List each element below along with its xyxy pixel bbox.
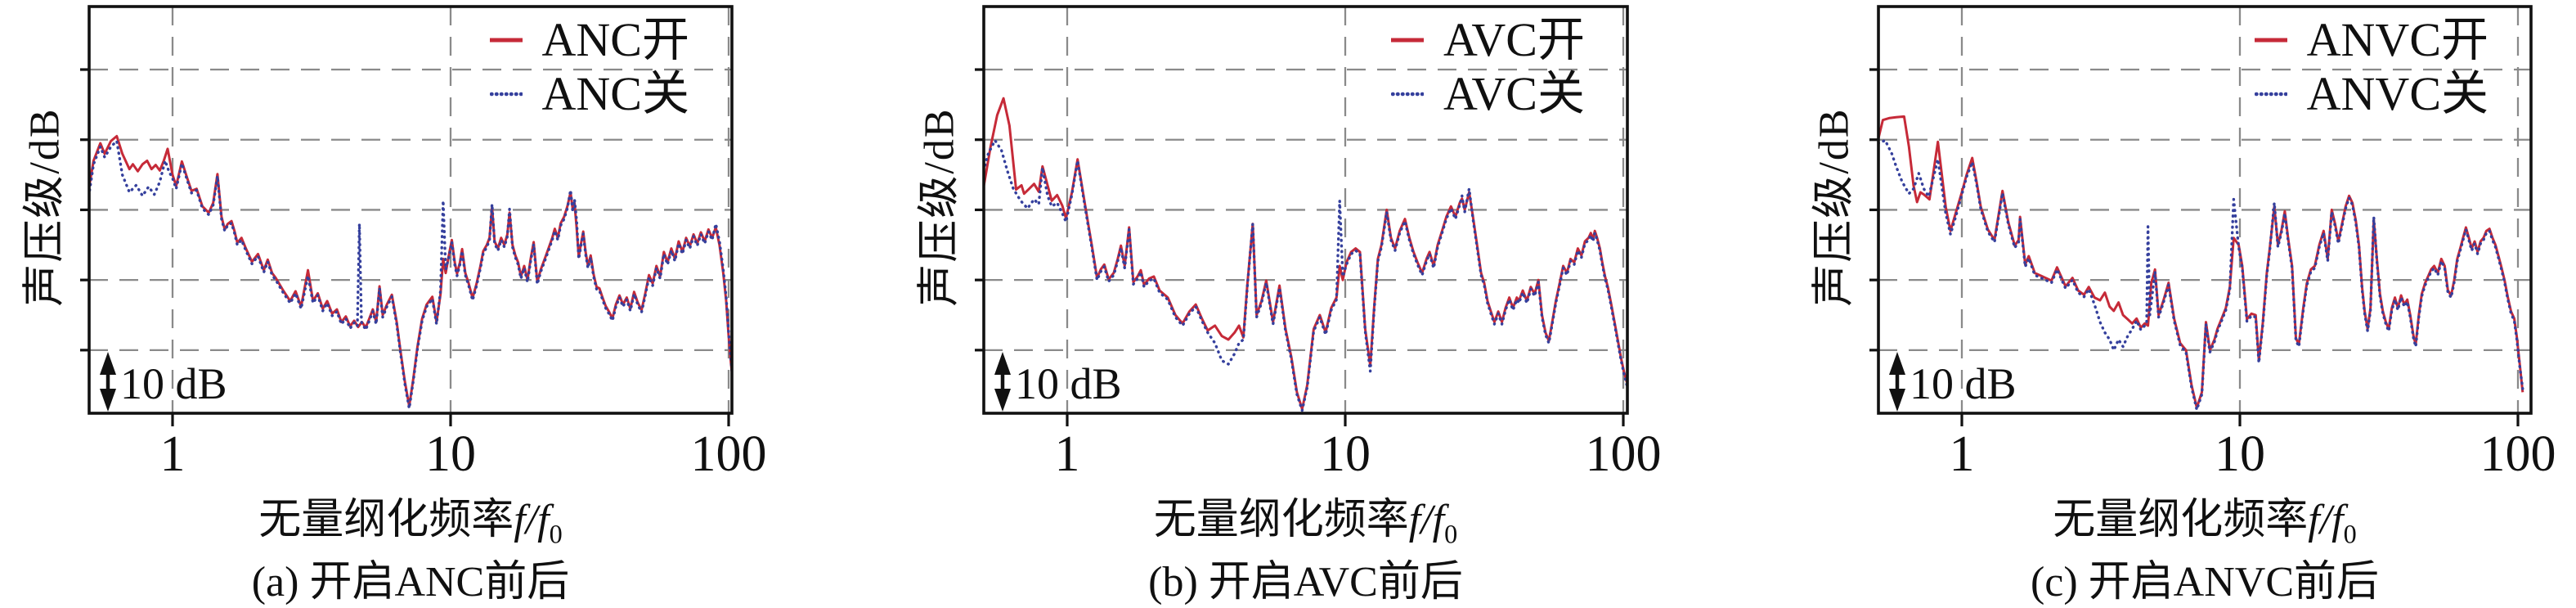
x-tick-label: 1 (159, 426, 186, 482)
legend-c: ANVC开 ANVC关 (2254, 13, 2488, 120)
scale-annotation: 10 dB (1015, 359, 1122, 408)
x-axis-label: 无量纲化频率f/f0 (258, 497, 563, 549)
legend-line-solid-icon (489, 38, 523, 43)
legend-item-anc-on: ANC开 (489, 13, 689, 66)
y-axis-label: 声压级/dB (21, 107, 69, 307)
panel-caption: (c) 开启ANVC前后 (2030, 559, 2380, 606)
arrow-up-icon (100, 352, 116, 375)
panel-c: 声压级/dB ANVC开 ANVC关 10 dB 无量纲化频率f/f0 (c) … (1717, 0, 2576, 606)
x-tick-label: 10 (1320, 426, 1371, 482)
legend-item-avc-on: AVC开 (1391, 15, 1585, 65)
legend-line-dotted-icon (1391, 92, 1425, 97)
arrow-down-icon (994, 389, 1011, 412)
x-tick-label: 1 (1949, 426, 1975, 482)
arrow-up-icon (994, 352, 1011, 375)
plot-area-a (80, 5, 734, 426)
x-tick-label: 100 (2480, 426, 2556, 482)
legend-item-anvc-on: ANVC开 (2254, 13, 2488, 66)
scale-annotation: 10 dB (1910, 359, 2017, 408)
x-tick-label: 100 (1585, 426, 1662, 482)
legend-item-avc-off: AVC关 (1391, 69, 1585, 119)
legend-line-dotted-icon (2254, 92, 2287, 97)
legend-line-solid-icon (1391, 38, 1425, 43)
legend-label-on: AVC开 (1443, 13, 1585, 66)
panel-caption: (b) 开启AVC前后 (1148, 559, 1463, 606)
y-axis-label: 声压级/dB (1811, 107, 1858, 307)
plot-area-b (975, 5, 1629, 426)
y-axis-label: 声压级/dB (916, 107, 963, 307)
panel-caption: (a) 开启ANC前后 (251, 559, 570, 606)
plot-area-c (1869, 5, 2533, 426)
series-line-off (1879, 138, 2524, 412)
legend-label-on: ANVC开 (2306, 13, 2488, 66)
legend-line-dotted-icon (489, 92, 523, 97)
x-tick-label: 10 (425, 426, 476, 482)
legend-label-on: ANC开 (541, 13, 689, 66)
legend-label-off: AVC关 (1443, 67, 1585, 120)
arrow-down-icon (100, 389, 116, 412)
x-axis-label: 无量纲化频率f/f0 (1153, 497, 1458, 549)
arrow-up-icon (1889, 352, 1905, 375)
x-tick-label: 10 (2215, 426, 2265, 482)
scale-annotation: 10 dB (120, 359, 227, 408)
series-line-off (90, 139, 731, 410)
panel-a: 声压级/dB ANC开 ANC关 10 dB 无量纲化频率f/f0 (a) 开启… (0, 0, 859, 606)
legend-line-solid-icon (2254, 38, 2287, 43)
panel-b: 声压级/dB AVC开 AVC关 10 dB 无量纲化频率f/f0 (b) 开启… (859, 0, 1717, 606)
legend-b: AVC开 AVC关 (1391, 15, 1585, 119)
legend-item-anc-off: ANC关 (489, 67, 689, 120)
x-axis-label: 无量纲化频率f/f0 (2053, 497, 2357, 549)
legend-item-anvc-off: ANVC关 (2254, 67, 2488, 120)
legend-label-off: ANVC关 (2306, 67, 2488, 120)
x-tick-label: 100 (690, 426, 767, 482)
arrow-down-icon (1889, 389, 1905, 412)
legend-label-off: ANC关 (541, 67, 689, 120)
series-line-off (985, 138, 1627, 412)
x-tick-label: 1 (1054, 426, 1080, 482)
legend-a: ANC开 ANC关 (489, 13, 689, 120)
